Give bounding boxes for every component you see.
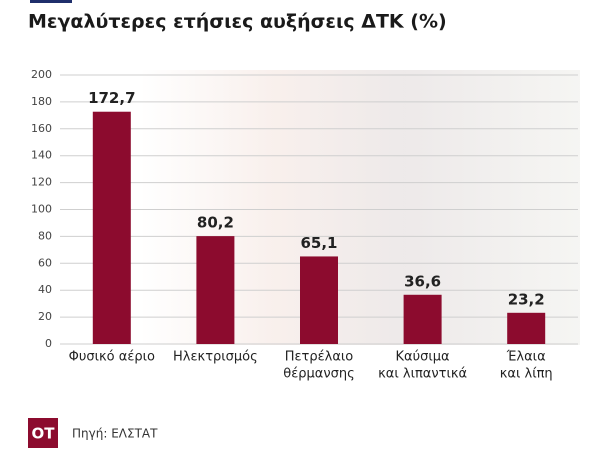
y-tick-label: 0 (45, 337, 52, 350)
y-tick-label: 60 (38, 256, 52, 269)
value-label: 23,2 (508, 290, 545, 308)
value-label: 65,1 (300, 234, 337, 252)
y-tick-label: 140 (31, 149, 52, 162)
x-tick-label: Πετρέλαιο (285, 350, 354, 365)
chart-title: Μεγαλύτερες ετήσιες αυξήσεις ΔΤΚ (%) (28, 11, 447, 33)
value-label: 80,2 (197, 214, 234, 232)
x-tick-label: Έλαια (506, 350, 546, 365)
bar (92, 111, 131, 344)
bar (196, 236, 235, 344)
logo-box (28, 418, 58, 448)
x-tick-label: και λιπαντικά (378, 367, 467, 382)
source: Πηγή: ΕΛΣΤΑΤ (72, 427, 158, 441)
x-tick-label: Φυσικό αέριο (69, 350, 155, 365)
x-tick-label: Ηλεκτρισμός (173, 350, 258, 365)
x-tick-label: και λίπη (500, 367, 553, 382)
bar (403, 294, 442, 344)
y-tick-label: 40 (38, 283, 52, 296)
value-label: 172,7 (88, 89, 135, 107)
x-tick-label: θέρμανσης (283, 367, 354, 382)
value-label: 36,6 (404, 272, 441, 290)
y-tick-label: 200 (31, 68, 52, 81)
bar (507, 312, 546, 344)
bar (300, 256, 338, 344)
x-tick-label: Καύσιμα (396, 350, 450, 365)
y-tick-label: 100 (31, 203, 52, 216)
y-tick-label: 180 (31, 95, 52, 108)
logo: ΟΤ (32, 425, 56, 443)
y-tick-label: 120 (31, 176, 52, 189)
accent-line (30, 0, 72, 3)
y-tick-label: 160 (31, 122, 52, 135)
y-tick-label: 20 (38, 310, 52, 323)
y-tick-label: 80 (38, 229, 52, 242)
